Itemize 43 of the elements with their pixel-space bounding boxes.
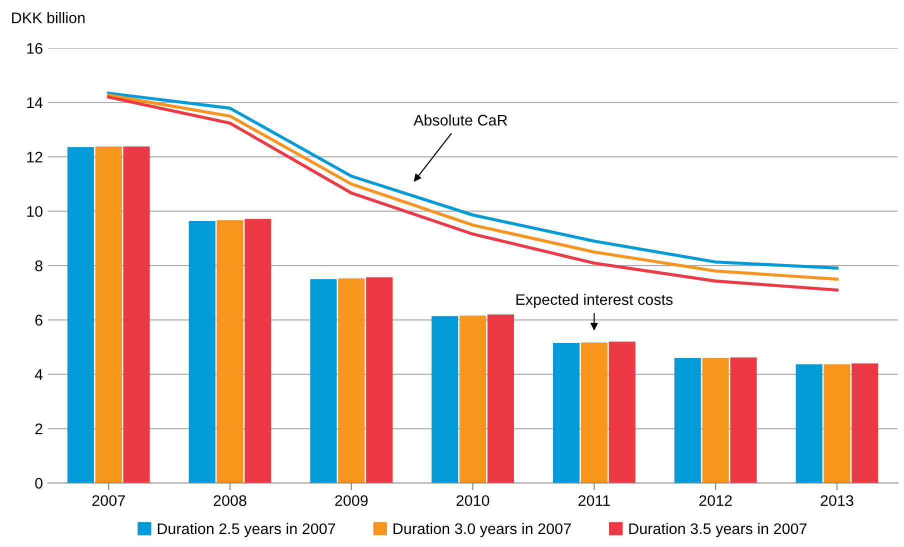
bar [188,220,216,483]
bar [366,277,393,483]
y-tick-label: 0 [35,478,42,489]
y-tick-label: 8 [35,260,42,272]
annotation: Expected interest costs [516,294,673,308]
y-tick-label: 16 [27,43,42,54]
bar [824,364,850,483]
x-tick-label: 2011 [578,495,610,506]
bar [796,364,822,483]
bar [95,146,122,483]
bar [553,343,580,483]
legend-label: Duration 3.0 years in 2007 [394,522,571,538]
bar [244,218,272,483]
bar [67,147,94,483]
bar [460,316,486,483]
y-tick-label: 6 [35,314,42,326]
x-tick-label: 2012 [699,495,732,506]
y-tick-label: 14 [27,98,43,108]
x-tick-label: 2008 [214,495,246,506]
bar [608,342,636,483]
legend-label: Duration 3.5 years in 2007 [629,522,807,538]
y-tick-label: 10 [27,206,42,217]
bar [730,357,757,483]
bar [432,316,458,483]
x-tick-label: 2009 [335,495,368,506]
bar [123,146,150,483]
bar [310,279,337,483]
x-tick-label: 2007 [92,495,125,506]
y-tick-label: 2 [35,424,42,434]
bar [852,363,878,483]
x-tick-label: 2010 [456,495,490,506]
x-tick-label: 2013 [820,495,854,506]
bar [702,358,729,483]
bar [580,342,608,483]
bar [338,278,365,483]
legend-label: Duration 2.5 years in 2007 [158,522,336,538]
bar [487,314,514,483]
annotation: Absolute CaR [414,114,508,126]
bar [216,220,244,483]
bar [674,358,701,483]
y-tick-label: 12 [27,152,42,162]
y-tick-label: 4 [34,369,43,380]
y-axis-title: DKK billion [12,12,85,24]
